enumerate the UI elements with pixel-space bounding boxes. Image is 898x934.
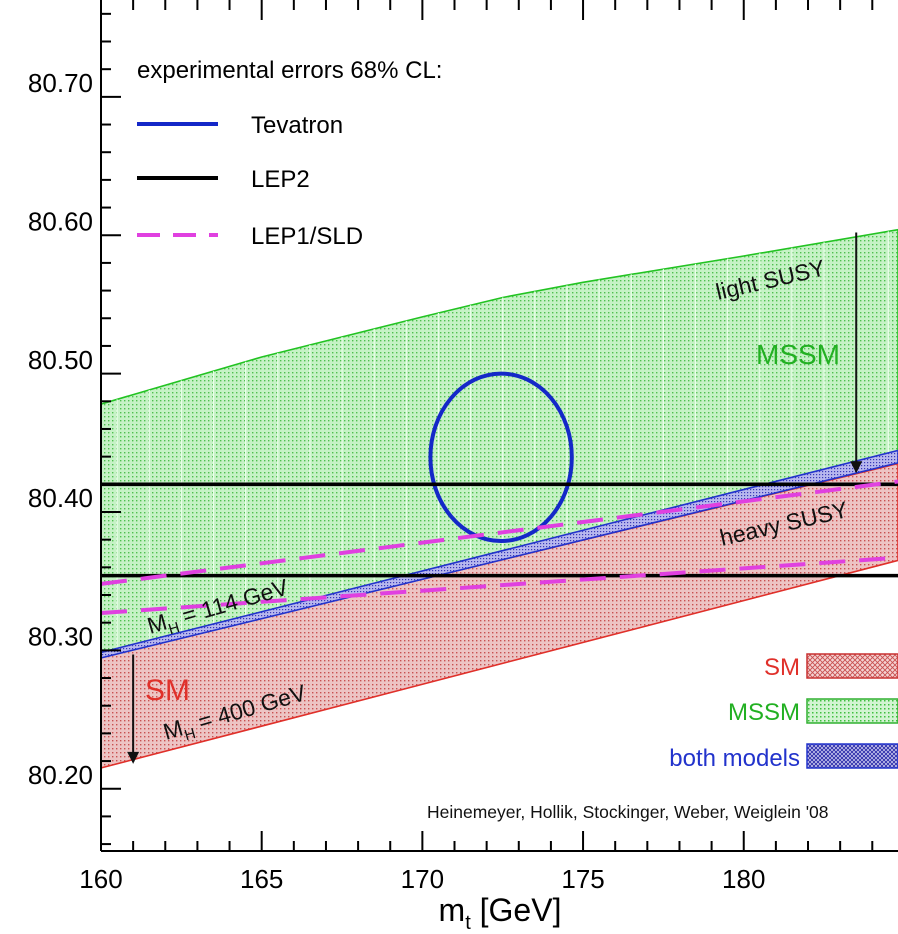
label-mh-114-sub: H (166, 619, 181, 638)
y-tick-label: 80.50 (28, 345, 93, 375)
legend: experimental errors 68% CL: Tevatron LEP… (137, 57, 442, 250)
axis-tick-labels: 160 165 170 175 180 80.20 80.30 80.40 80.50 80.60… (28, 68, 766, 894)
y-tick-label: 80.20 (28, 760, 93, 790)
x-tick-label: 170 (401, 864, 444, 894)
legend-title: experimental errors 68% CL: (137, 57, 442, 84)
band-legend-label-both: both models (669, 745, 800, 772)
arrows-layer (127, 232, 863, 764)
y-tick-label: 80.40 (28, 483, 93, 513)
band-legend: SM MSSM both models (669, 653, 898, 772)
y-tick-label: 80.30 (28, 622, 93, 652)
band-legend-swatch-sm (806, 653, 898, 679)
x-axis-title-sub: t (465, 912, 471, 934)
lep1sld-line (101, 479, 898, 586)
light-susy-arrow-head (850, 461, 863, 474)
x-tick-label: 165 (240, 864, 283, 894)
x-tick-label: 175 (561, 864, 604, 894)
x-tick-label: 160 (79, 864, 122, 894)
x-axis-title-unit: [GeV] (471, 892, 562, 928)
bands-layer (101, 228, 898, 769)
x-axis-title: mt [GeV] (439, 892, 562, 934)
band-legend-swatch-both (806, 743, 898, 769)
measurements-layer (101, 371, 898, 615)
legend-label-tevatron: Tevatron (251, 112, 343, 139)
y-tick-label: 80.60 (28, 206, 93, 236)
tevatron-ellipse (428, 371, 574, 544)
band-legend-swatch-mssm (806, 698, 898, 724)
axis-ticks (100, 0, 874, 851)
x-axis-title-main: m (439, 892, 466, 928)
credit-text: Heinemeyer, Hollik, Stockinger, Weber, W… (427, 802, 829, 822)
lep1sld-line (101, 555, 898, 615)
sm-arrow-head (127, 751, 140, 764)
label-sm: SM (145, 674, 190, 707)
band-legend-label-sm: SM (764, 654, 800, 681)
legend-label-lep1sld: LEP1/SLD (251, 223, 363, 250)
y-tick-label: 80.70 (28, 68, 93, 98)
plot-frame (100, 0, 898, 852)
label-mh-400-sub: H (182, 725, 197, 744)
band-both-models (101, 449, 898, 659)
legend-label-lep2: LEP2 (251, 166, 310, 193)
band-legend-label-mssm: MSSM (728, 699, 800, 726)
label-mssm: MSSM (756, 339, 840, 370)
x-tick-label: 180 (722, 864, 765, 894)
